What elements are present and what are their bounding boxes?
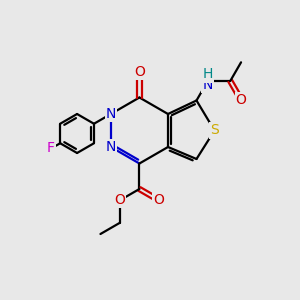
- Text: F: F: [47, 142, 55, 155]
- Text: H: H: [202, 68, 213, 81]
- Text: N: N: [106, 107, 116, 121]
- Text: O: O: [134, 65, 145, 79]
- Text: O: O: [154, 193, 164, 207]
- Text: S: S: [210, 124, 219, 137]
- Text: O: O: [236, 93, 247, 107]
- Text: N: N: [106, 140, 116, 154]
- Text: O: O: [115, 193, 125, 207]
- Text: N: N: [202, 78, 213, 92]
